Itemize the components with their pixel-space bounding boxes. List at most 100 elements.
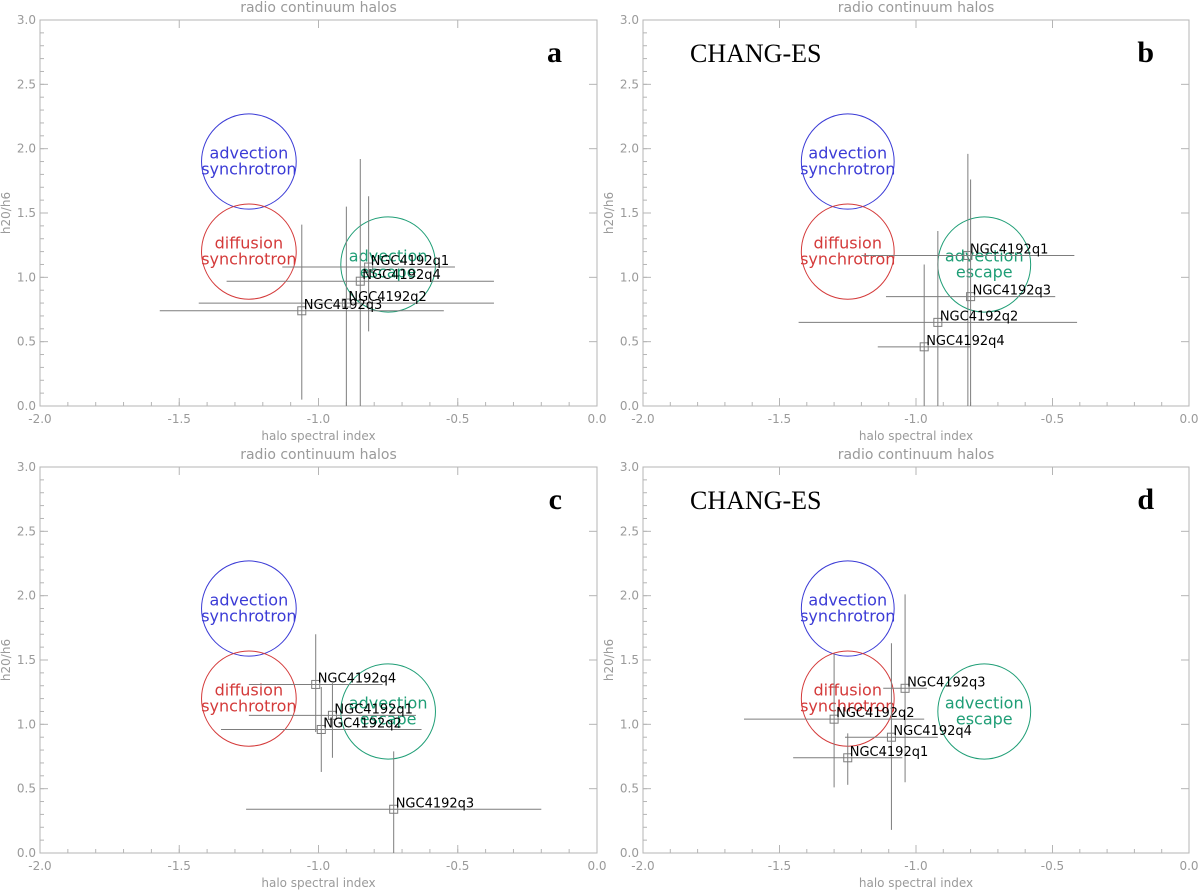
data-point: NGC4192q1 <box>248 683 416 758</box>
region-label: synchrotron <box>201 697 296 716</box>
chart-title: radio continuum halos <box>240 447 397 463</box>
plot-frame <box>39 19 598 407</box>
y-tick-label: 3.0 <box>620 460 639 474</box>
square-marker <box>966 292 976 302</box>
region-circle <box>201 560 297 657</box>
point-label: NGC4192q3 <box>304 298 382 313</box>
region-label: synchrotron <box>201 250 296 269</box>
point-label: NGC4192q2 <box>836 706 914 721</box>
region-label: synchrotron <box>201 607 296 626</box>
y-tick-label: 3.0 <box>17 13 36 27</box>
x-tick-label: -0.5 <box>1041 412 1064 426</box>
data-point: NGC4192q1 <box>793 733 928 785</box>
panel-c: radio continuum halos -2.0 -1.5 -1.0 -0.5 0.0… <box>0 447 607 890</box>
square-marker <box>933 317 943 327</box>
point-label: NGC4192q2 <box>323 716 401 731</box>
x-tick-label: -1.0 <box>307 412 330 426</box>
panel-letter: c <box>549 483 562 516</box>
square-marker <box>963 250 973 260</box>
x-axis-title: halo spectral index <box>261 429 375 443</box>
plot-frame <box>642 466 1190 854</box>
x-tick-label: -2.0 <box>28 859 51 873</box>
y-tick-label: 2.5 <box>620 524 639 538</box>
region-circle <box>800 113 895 210</box>
panel-a: radio continuum halos -2.0 -1.5 -1.0 -0.5 0.0… <box>0 0 607 443</box>
x-tick-label: -0.5 <box>446 859 469 873</box>
y-tick-label: 0.0 <box>17 399 36 413</box>
data-point: NGC4192q4 <box>845 643 972 830</box>
point-label: NGC4192q3 <box>973 284 1051 299</box>
region-circle <box>201 650 297 747</box>
chart-title: radio continuum halos <box>240 0 397 16</box>
region-label: synchrotron <box>800 697 895 716</box>
region-label: advection <box>808 144 887 163</box>
region-circle <box>340 663 436 760</box>
y-tick-label: 0.5 <box>620 782 639 796</box>
y-axis-title: h20/h6 <box>0 192 13 234</box>
region-circle <box>800 203 895 300</box>
square-marker <box>364 262 374 272</box>
y-tick-label: 1.5 <box>17 206 36 220</box>
panel-d: radio continuum halos -2.0 -1.5 -1.0 -0.5 0.0… <box>602 447 1199 890</box>
x-tick-label: -1.0 <box>904 412 927 426</box>
x-tick-label: 0.0 <box>587 859 606 873</box>
data-point: NGC4192q2 <box>198 206 494 406</box>
data-point: NGC4192q3 <box>885 179 1056 406</box>
y-tick-label: 3.0 <box>620 13 639 27</box>
point-label: NGC4192q4 <box>318 671 396 686</box>
region-label: advection <box>210 591 289 610</box>
y-tick-label: 2.0 <box>620 589 639 603</box>
region-circle <box>201 113 297 210</box>
y-tick-label: 0.5 <box>17 335 36 349</box>
square-marker <box>919 342 929 352</box>
region-circle <box>340 216 436 313</box>
point-label: NGC4192q2 <box>940 309 1018 324</box>
region-circle <box>937 663 1032 760</box>
x-tick-label: -1.5 <box>168 859 191 873</box>
x-tick-label: -1.0 <box>904 859 927 873</box>
data-point: NGC4192q2 <box>221 687 422 772</box>
point-label: NGC4192q3 <box>907 675 985 690</box>
square-marker <box>900 683 910 693</box>
x-axis-title: halo spectral index <box>859 876 973 890</box>
point-label: NGC4192q1 <box>334 702 412 717</box>
square-marker <box>311 679 321 689</box>
y-tick-label: 0.0 <box>17 846 36 860</box>
region-label: diffusion <box>814 681 882 700</box>
panel-b: radio continuum halos -2.0 -1.5 -1.0 -0.5 0.0… <box>602 0 1199 443</box>
square-marker <box>843 753 853 763</box>
panel-letter: d <box>1137 483 1154 516</box>
point-label: NGC4192q1 <box>970 242 1048 257</box>
region-label: synchrotron <box>800 160 895 179</box>
plot-frame <box>39 466 598 854</box>
x-tick-label: -0.5 <box>446 412 469 426</box>
panel-letter: a <box>547 36 562 69</box>
point-label: NGC4192q2 <box>348 290 426 305</box>
y-axis-title: h20/h6 <box>602 639 616 681</box>
y-tick-label: 2.5 <box>17 77 36 91</box>
region-label: synchrotron <box>800 607 895 626</box>
region-label: advection <box>808 591 887 610</box>
x-tick-label: 0.0 <box>1179 859 1198 873</box>
square-marker <box>297 306 307 316</box>
chart-title: radio continuum halos <box>838 447 995 463</box>
region-circle <box>201 203 297 300</box>
x-tick-label: -1.5 <box>768 859 791 873</box>
x-tick-label: -1.0 <box>307 859 330 873</box>
x-tick-label: -1.5 <box>168 412 191 426</box>
y-tick-label: 1.0 <box>620 270 639 284</box>
data-point: NGC4192q4 <box>248 634 396 733</box>
y-tick-label: 0.5 <box>17 782 36 796</box>
panel-letter: b <box>1137 36 1154 69</box>
x-tick-label: -2.0 <box>631 859 654 873</box>
data-point: NGC4192q3 <box>883 594 986 783</box>
y-tick-label: 2.0 <box>620 142 639 156</box>
region-label: advection <box>349 693 428 712</box>
region-label: synchrotron <box>201 160 296 179</box>
x-tick-label: -1.5 <box>768 412 791 426</box>
square-marker <box>355 276 365 286</box>
panel-label: CHANG-ES <box>690 39 821 68</box>
y-axis-title: h20/h6 <box>0 639 13 681</box>
chart-title: radio continuum halos <box>838 0 995 16</box>
y-tick-label: 1.5 <box>620 653 639 667</box>
